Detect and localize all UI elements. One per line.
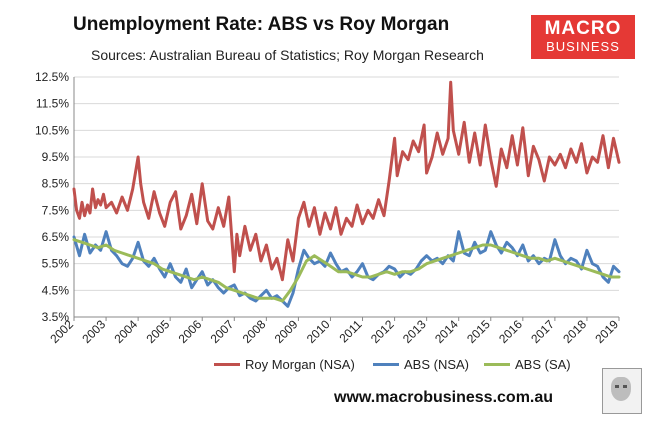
- y-tick-label: 9.5%: [42, 150, 70, 164]
- legend-item-abs-sa: ABS (SA): [484, 357, 571, 372]
- wolf-logo-icon: [602, 368, 642, 414]
- chart-title: Unemployment Rate: ABS vs Roy Morgan: [73, 14, 450, 35]
- x-tick-label: 2018: [560, 317, 589, 346]
- logo-line-2: BUSINESS: [546, 39, 620, 54]
- chart-subtitle: Sources: Australian Bureau of Statistics…: [91, 47, 484, 63]
- legend-label-abs-nsa: ABS (NSA): [404, 357, 470, 372]
- x-tick-label: 2015: [464, 317, 493, 346]
- x-tick-label: 2007: [208, 317, 237, 346]
- y-tick-label: 5.5%: [42, 257, 70, 271]
- y-tick-label: 3.5%: [42, 310, 70, 324]
- y-tick-label: 12.5%: [35, 70, 69, 84]
- legend-swatch-roy-morgan: [214, 363, 240, 366]
- series-line-abs-nsa: [72, 230, 621, 308]
- legend-label-abs-sa: ABS (SA): [515, 357, 571, 372]
- x-tick-label: 2019: [592, 317, 621, 346]
- legend-item-abs-nsa: ABS (NSA): [373, 357, 469, 372]
- x-tick-label: 2014: [432, 317, 461, 346]
- legend-swatch-abs-nsa: [373, 363, 399, 366]
- y-tick-label: 10.5%: [35, 123, 69, 137]
- x-tick-label: 2016: [496, 317, 525, 346]
- x-tick-label: 2003: [79, 317, 108, 346]
- x-tick-label: 2012: [368, 317, 397, 346]
- y-tick-label: 11.5%: [36, 97, 69, 111]
- x-tick-label: 2011: [336, 317, 364, 345]
- y-tick-label: 7.5%: [42, 203, 70, 217]
- x-tick-label: 2004: [111, 317, 140, 346]
- series-line-abs-sa: [72, 238, 621, 303]
- website-url: www.macrobusiness.com.au: [334, 389, 554, 406]
- x-tick-label: 2006: [176, 317, 205, 346]
- series-line-roy-morgan: [72, 80, 621, 282]
- logo-line-1: MACRO: [544, 18, 622, 39]
- legend-swatch-abs-sa: [484, 363, 510, 366]
- x-tick-label: 2017: [528, 317, 557, 346]
- legend-item-roy-morgan: Roy Morgan (NSA): [214, 357, 355, 372]
- y-tick-label: 8.5%: [42, 177, 70, 191]
- x-tick-label: 2009: [272, 317, 301, 346]
- x-tick-label: 2005: [144, 317, 173, 346]
- x-tick-label: 2013: [400, 317, 429, 346]
- legend-label-roy-morgan: Roy Morgan (NSA): [245, 357, 355, 372]
- macrobusiness-logo: MACRO BUSINESS: [531, 15, 635, 59]
- y-tick-label: 4.5%: [42, 283, 70, 297]
- x-tick-label: 2008: [240, 317, 269, 346]
- y-tick-label: 6.5%: [42, 230, 70, 244]
- x-tick-label: 2010: [304, 317, 333, 346]
